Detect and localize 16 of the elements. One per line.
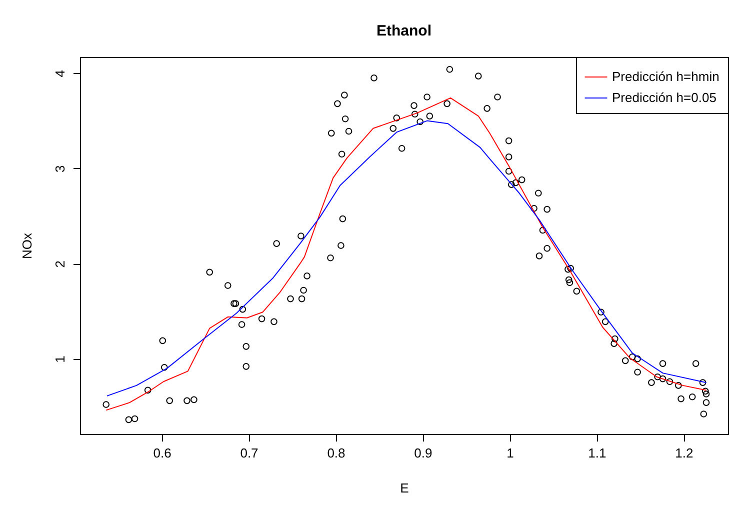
- chart-title: Ethanol: [376, 22, 432, 40]
- y-tick-label: 1: [52, 356, 68, 363]
- x-tick-label: 0.9: [414, 446, 432, 460]
- y-tick-label: 2: [52, 260, 68, 268]
- x-tick-label: 1: [506, 446, 514, 460]
- x-tick-label: 1.1: [588, 446, 606, 460]
- x-tick-label: 0.7: [240, 446, 258, 460]
- x-tick-label: 0.6: [153, 446, 172, 460]
- x-tick-label: 0.8: [327, 446, 346, 460]
- y-tick-label: 3: [52, 165, 68, 173]
- legend-label: Predicción h=0.05: [612, 90, 716, 105]
- x-axis-title: E: [400, 480, 410, 496]
- y-axis-title: NOx: [20, 232, 34, 259]
- legend-label: Predicción h=hmin: [612, 69, 720, 84]
- x-tick-label: 1.2: [675, 446, 694, 460]
- y-tick-label: 4: [52, 70, 68, 78]
